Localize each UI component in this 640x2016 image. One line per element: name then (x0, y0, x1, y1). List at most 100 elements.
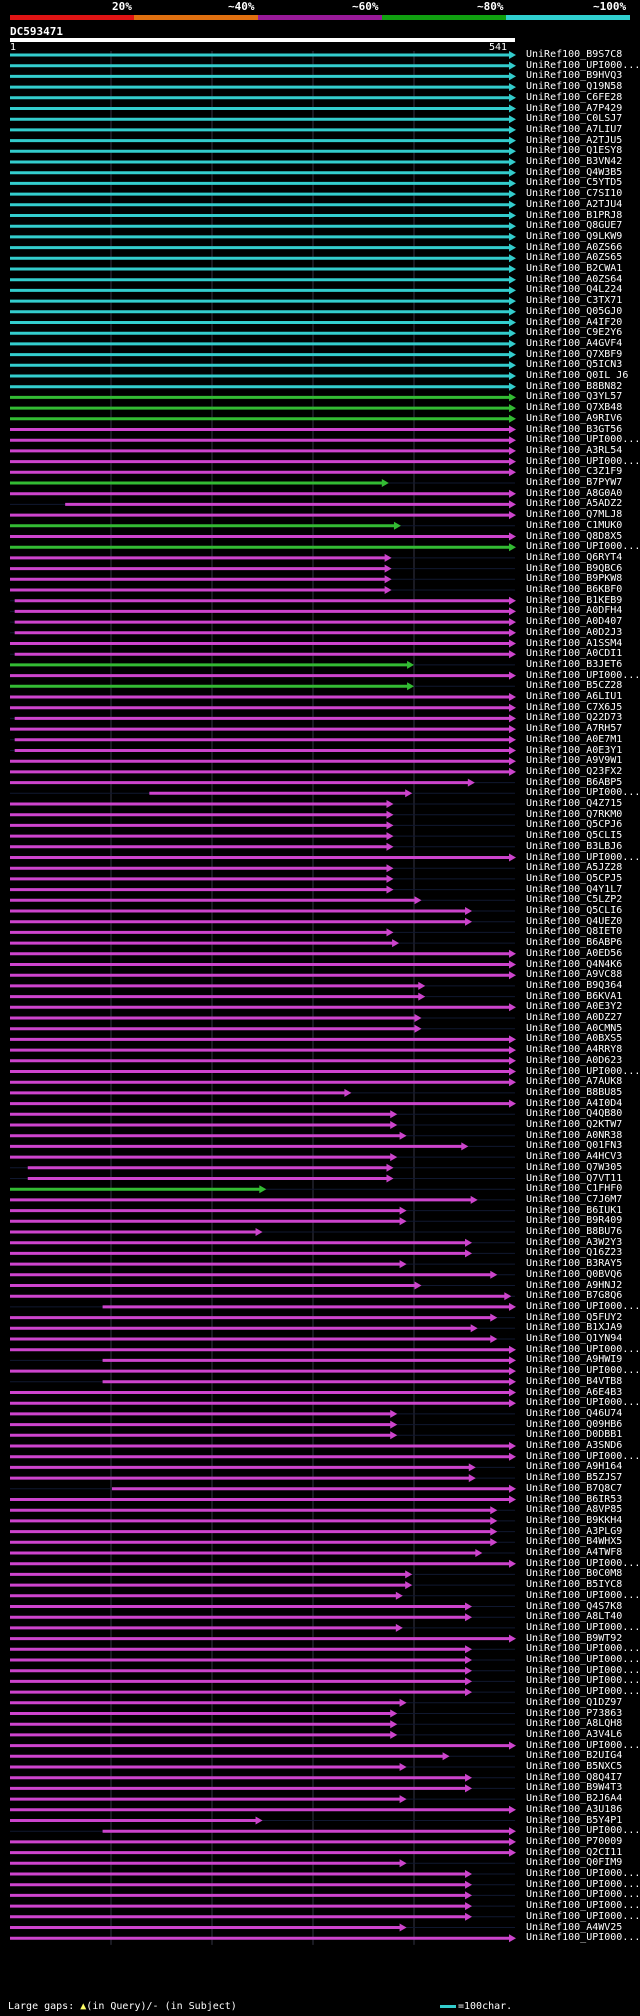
hit-label[interactable]: UniRef100_B2CWA1 (526, 263, 623, 274)
hit-label[interactable]: UniRef100_B2UIG4 (526, 1750, 623, 1762)
hit-label[interactable]: UniRef100_A2TJU4 (526, 198, 623, 210)
hit-label[interactable]: UniRef100_UPI000... (526, 1643, 640, 1655)
hit-label[interactable]: UniRef100_UPI000... (526, 1932, 640, 1944)
hit-label[interactable]: UniRef100_UPI000... (526, 455, 640, 467)
hit-label[interactable]: UniRef100_A3U186 (526, 1803, 623, 1815)
hit-label[interactable]: UniRef100_A0CMN5 (526, 1022, 623, 1034)
hit-label[interactable]: UniRef100_B9Q364 (526, 979, 623, 991)
hit-label[interactable]: UniRef100_B3LBJ6 (526, 840, 623, 852)
hit-label[interactable]: UniRef100_A4IF20 (526, 316, 623, 328)
hit-label[interactable]: UniRef100_A9H164 (526, 1461, 623, 1473)
hit-label[interactable]: UniRef100_B3JET6 (526, 658, 623, 670)
hit-label[interactable]: UniRef100_B8BU85 (526, 1086, 623, 1098)
hit-label[interactable]: UniRef100_UPI000... (526, 1664, 640, 1676)
hit-label[interactable]: UniRef100_B6ABP5 (526, 776, 623, 788)
hit-label[interactable]: UniRef100_B5CZ28 (526, 680, 623, 692)
hit-label[interactable]: UniRef100_A0NR38 (526, 1129, 623, 1141)
hit-label[interactable]: UniRef100_UPI000... (526, 59, 640, 71)
hit-label[interactable]: UniRef100_A5JZ28 (526, 862, 623, 874)
hit-label[interactable]: UniRef100_Q19N58 (526, 81, 623, 93)
hit-label[interactable]: UniRef100_A8G0A0 (526, 487, 623, 499)
hit-label[interactable]: UniRef100_C1FHF0 (526, 1183, 623, 1195)
hit-label[interactable]: UniRef100_A9HWI9 (526, 1354, 623, 1366)
hit-label[interactable]: UniRef100_B1XJA9 (526, 1322, 623, 1334)
hit-label[interactable]: UniRef100_A0CDI1 (526, 648, 623, 660)
hit-label[interactable]: UniRef100_Q0IL J6 (526, 370, 629, 381)
hit-label[interactable]: UniRef100_A3PLG9 (526, 1525, 623, 1537)
hit-label[interactable]: UniRef100_A0E3Y2 (526, 1001, 623, 1013)
hit-label[interactable]: UniRef100_C5LZP2 (526, 894, 623, 906)
hit-label[interactable]: UniRef100_B4VTB8 (526, 1375, 623, 1387)
hit-label[interactable]: UniRef100_A4WV25 (526, 1921, 623, 1933)
hit-label[interactable]: UniRef100_C0LSJ7 (526, 113, 623, 125)
hit-label[interactable]: UniRef100_Q05GJ0 (526, 305, 623, 317)
hit-label[interactable]: UniRef100_Q23FX2 (526, 765, 623, 777)
hit-label[interactable]: UniRef100_B6IR53 (526, 1493, 623, 1505)
hit-label[interactable]: UniRef100_Q2KTW7 (526, 1119, 623, 1130)
hit-label[interactable]: UniRef100_B7G8Q6 (526, 1290, 623, 1302)
hit-label[interactable]: UniRef100_UPI000... (526, 1900, 640, 1912)
hit-label[interactable]: UniRef100_A1SSM4 (526, 637, 623, 649)
hit-label[interactable]: UniRef100_UPI000... (526, 1825, 640, 1837)
hit-label[interactable]: UniRef100_A8VP85 (526, 1504, 623, 1516)
hit-label[interactable]: UniRef100_C6FE28 (526, 91, 623, 103)
hit-label[interactable]: UniRef100_UPI000... (526, 1868, 640, 1879)
hit-label[interactable]: UniRef100_UPI000... (526, 1654, 640, 1665)
hit-label[interactable]: UniRef100_UPI000... (526, 1557, 640, 1569)
hit-label[interactable]: UniRef100_B7PYW7 (526, 477, 623, 488)
hit-label[interactable]: UniRef100_Q4L224 (526, 284, 623, 296)
hit-label[interactable]: UniRef100_D0DBB1 (526, 1429, 623, 1441)
hit-label[interactable]: UniRef100_A4I0D4 (526, 1097, 623, 1109)
hit-label[interactable]: UniRef100_Q4S7K8 (526, 1600, 623, 1612)
hit-label[interactable]: UniRef100_A8LQH8 (526, 1718, 623, 1730)
hit-label[interactable]: UniRef100_B3RAY5 (526, 1258, 623, 1270)
hit-label[interactable]: UniRef100_A4RRY8 (526, 1044, 623, 1056)
hit-label[interactable]: UniRef100_Q8GUE7 (526, 220, 623, 232)
hit-label[interactable]: UniRef100_Q46U74 (526, 1407, 623, 1419)
hit-label[interactable]: UniRef100_UPI000... (526, 1065, 640, 1077)
hit-label[interactable]: UniRef100_Q5CLI6 (526, 905, 623, 916)
hit-label[interactable]: UniRef100_Q4Y1L7 (526, 883, 623, 895)
hit-label[interactable]: UniRef100_A7LIU7 (526, 123, 623, 135)
hit-label[interactable]: UniRef100_UPI000... (526, 541, 640, 553)
hit-label[interactable]: UniRef100_A0ZS66 (526, 241, 623, 253)
hit-label[interactable]: UniRef100_UPI000... (526, 787, 640, 799)
hit-label[interactable]: UniRef100_B8BN82 (526, 380, 623, 392)
hit-label[interactable]: UniRef100_B8BU76 (526, 1226, 623, 1237)
hit-label[interactable]: UniRef100_C7J6M7 (526, 1193, 623, 1205)
hit-label[interactable]: UniRef100_A0D623 (526, 1054, 623, 1066)
hit-label[interactable]: UniRef100_Q8D8X5 (526, 530, 623, 542)
hit-label[interactable]: UniRef100_UPI000... (526, 1686, 640, 1698)
hit-label[interactable]: UniRef100_Q0BVQ6 (526, 1268, 623, 1280)
hit-label[interactable]: UniRef100_UPI000... (526, 1343, 640, 1355)
hit-label[interactable]: UniRef100_Q7MLJ8 (526, 509, 623, 521)
hit-label[interactable]: UniRef100_A0E3Y1 (526, 744, 623, 756)
hit-label[interactable]: UniRef100_B2J6A4 (526, 1793, 623, 1805)
hit-label[interactable]: UniRef100_Q3YL57 (526, 391, 623, 403)
hit-label[interactable]: UniRef100_Q1YN94 (526, 1333, 623, 1344)
hit-label[interactable]: UniRef100_Q0FIM9 (526, 1857, 623, 1869)
hit-label[interactable]: UniRef100_Q5CPJ5 (526, 872, 623, 884)
hit-label[interactable]: UniRef100_Q8IET0 (526, 926, 623, 938)
hit-label[interactable]: UniRef100_A0ZS65 (526, 252, 623, 264)
hit-label[interactable]: UniRef100_Q1ESY8 (526, 145, 623, 157)
hit-label[interactable]: UniRef100_B6ABP6 (526, 937, 623, 949)
hit-label[interactable]: UniRef100_B9S7C8 (526, 49, 623, 60)
hit-label[interactable]: UniRef100_A9HNJ2 (526, 1279, 623, 1291)
hit-label[interactable]: UniRef100_C7SI10 (526, 188, 623, 200)
hit-label[interactable]: UniRef100_B9QBC6 (526, 562, 623, 574)
hit-label[interactable]: UniRef100_A3V4L6 (526, 1728, 623, 1740)
hit-label[interactable]: UniRef100_B3VN42 (526, 156, 623, 167)
hit-label[interactable]: UniRef100_B3GT56 (526, 423, 623, 435)
hit-label[interactable]: UniRef100_Q5ICN3 (526, 359, 623, 371)
hit-label[interactable]: UniRef100_UPI000... (526, 1739, 640, 1751)
hit-label[interactable]: UniRef100_UPI000... (526, 1397, 640, 1409)
hit-label[interactable]: UniRef100_A0DFH4 (526, 605, 623, 617)
hit-label[interactable]: UniRef100_Q22D73 (526, 712, 623, 724)
hit-label[interactable]: UniRef100_Q2CI11 (526, 1846, 623, 1858)
hit-label[interactable]: UniRef100_B9R409 (526, 1215, 623, 1227)
hit-label[interactable]: UniRef100_UPI000... (526, 1589, 640, 1601)
hit-label[interactable]: UniRef100_A9RIV6 (526, 412, 623, 424)
hit-label[interactable]: UniRef100_B9WT92 (526, 1632, 623, 1644)
hit-label[interactable]: UniRef100_B9PKW8 (526, 573, 623, 585)
